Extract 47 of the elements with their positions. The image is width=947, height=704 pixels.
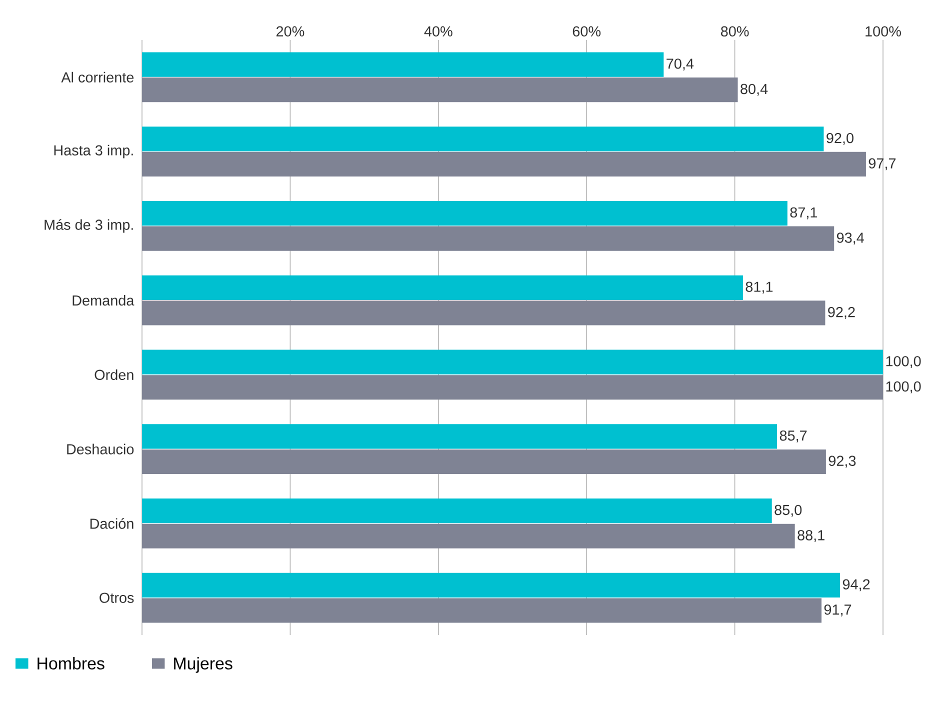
bar (142, 201, 788, 226)
data-label: 85,7 (780, 430, 807, 442)
y-tick-label: Más de 3 imp. (44, 219, 133, 233)
bar (142, 126, 824, 152)
y-tick-label: Deshaucio (67, 444, 134, 454)
data-label: 87,1 (790, 207, 818, 220)
data-label: 81,1 (746, 282, 773, 294)
bar (142, 152, 866, 176)
legend-label: Mujeres (174, 657, 232, 673)
legend-label: Hombres (38, 657, 104, 670)
bar (142, 375, 884, 400)
bar (142, 498, 772, 524)
bar (142, 598, 822, 623)
x-tick-label: 40% (424, 26, 452, 36)
data-label: 88,1 (798, 530, 824, 542)
data-label: 85,0 (774, 504, 802, 517)
data-label: 91,7 (824, 604, 852, 616)
data-label: 97,7 (868, 158, 896, 170)
bar (142, 300, 826, 326)
y-tick-label: Dación (90, 518, 134, 529)
bar (142, 350, 884, 374)
data-label: 70,4 (666, 58, 694, 71)
y-tick-label: Al corriente (61, 72, 134, 82)
x-tick-label: 80% (720, 26, 749, 36)
bar (142, 78, 738, 102)
bar (142, 449, 826, 474)
bar (142, 424, 778, 449)
data-label: 94,2 (842, 579, 870, 592)
bar (142, 275, 743, 300)
y-tick-label: Orden (94, 369, 134, 380)
bar (142, 524, 795, 548)
data-label: 100,0 (886, 356, 921, 368)
y-tick-label: Hasta 3 imp. (54, 144, 133, 158)
x-tick-label: 60% (572, 26, 601, 36)
data-label: 93,4 (836, 232, 864, 245)
data-label: 92,3 (828, 456, 856, 468)
x-tick-label: 20% (276, 26, 304, 36)
y-tick-label: Demanda (72, 295, 134, 306)
bar (142, 226, 834, 251)
data-label: 80,4 (740, 84, 768, 96)
data-label: 92,2 (828, 306, 855, 319)
y-tick-label: Otros (100, 592, 134, 603)
data-label: 92,0 (826, 132, 854, 145)
x-tick-label: 100% (866, 26, 901, 36)
bar (142, 572, 840, 598)
bar (142, 52, 664, 77)
data-label: 100,0 (886, 381, 921, 394)
